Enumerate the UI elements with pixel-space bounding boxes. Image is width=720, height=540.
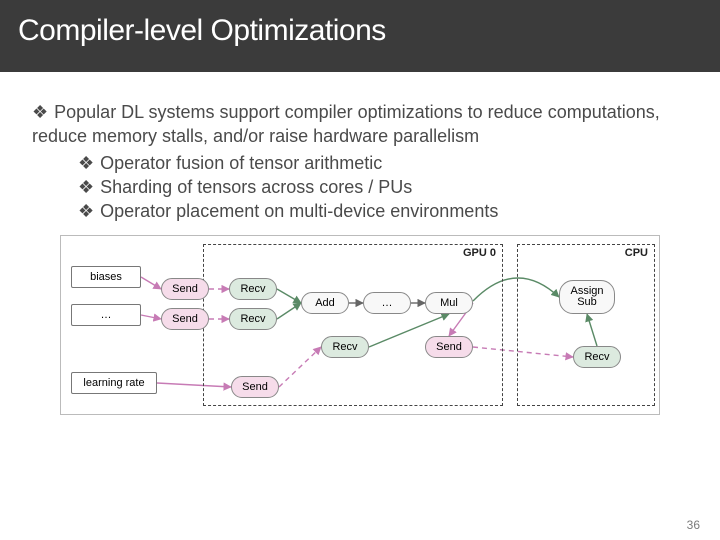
pill-add: Add xyxy=(301,292,349,314)
region-label-gpu: GPU 0 xyxy=(463,247,496,259)
box-biases: biases xyxy=(71,266,141,288)
box-learning_rate: learning rate xyxy=(71,372,157,394)
bullet-sub-0: ❖Operator fusion of tensor arithmetic xyxy=(32,151,688,175)
bullet-main-text: Popular DL systems support compiler opti… xyxy=(32,102,660,146)
pill-assign: Assign Sub xyxy=(559,280,615,314)
pill-recv1: Recv xyxy=(229,278,277,300)
pill-recv3: Recv xyxy=(321,336,369,358)
bullet-sub-2: ❖Operator placement on multi-device envi… xyxy=(32,199,688,223)
slide-header: Compiler-level Optimizations xyxy=(0,0,720,72)
slide-body: ❖Popular DL systems support compiler opt… xyxy=(0,72,720,223)
bullet-main: ❖Popular DL systems support compiler opt… xyxy=(32,100,688,149)
region-cpu: CPU xyxy=(517,244,655,406)
pill-dots2: … xyxy=(363,292,411,314)
pill-recv4: Recv xyxy=(573,346,621,368)
pill-send2: Send xyxy=(161,308,209,330)
pill-recv2: Recv xyxy=(229,308,277,330)
region-label-cpu: CPU xyxy=(625,247,648,259)
bullet-sub-1: ❖Sharding of tensors across cores / PUs xyxy=(32,175,688,199)
pill-send1: Send xyxy=(161,278,209,300)
compute-graph-diagram: GPU 0 CPU biases … learning rate Send Send Send… xyxy=(60,235,660,415)
page-number: 36 xyxy=(687,518,700,532)
pill-send3: Send xyxy=(231,376,279,398)
pill-send4: Send xyxy=(425,336,473,358)
bullet-symbol: ❖ xyxy=(32,102,48,122)
diagram-container: GPU 0 CPU biases … learning rate Send Send Send… xyxy=(0,223,720,415)
box-dots: … xyxy=(71,304,141,326)
pill-mul: Mul xyxy=(425,292,473,314)
slide-title: Compiler-level Optimizations xyxy=(18,14,702,48)
